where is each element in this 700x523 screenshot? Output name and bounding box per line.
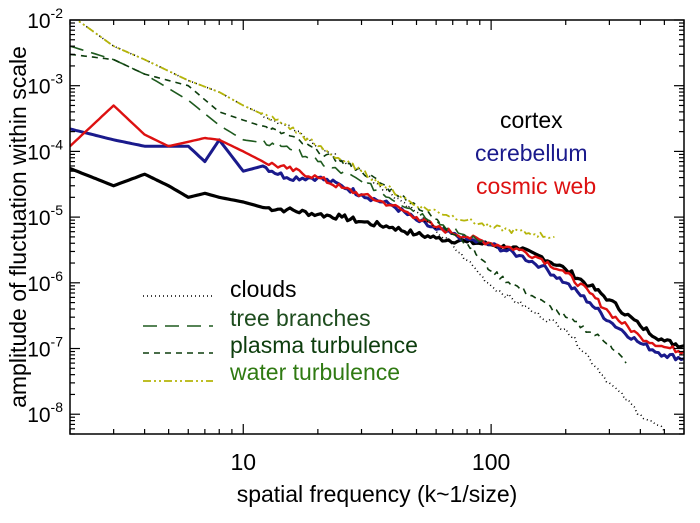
y-tick-label: 10-6 xyxy=(27,268,63,296)
series-line-water-turbulence xyxy=(75,20,555,239)
tick-labels: 10 100 10-2 10-3 10-4 10-5 10-6 10-7 10-8 xyxy=(27,5,510,475)
legend-upper: cortex cerebellum cosmic web xyxy=(475,107,596,199)
legend-label-water-turbulence: water turbulence xyxy=(229,359,400,385)
legend-label-tree-branches: tree branches xyxy=(230,305,371,331)
y-tick-label: 10-7 xyxy=(27,334,63,362)
y-tick-label: 10-8 xyxy=(27,399,63,427)
legend-lower: clouds tree branches plasma turbulence w… xyxy=(143,276,418,385)
y-tick-label: 10-2 xyxy=(27,5,63,33)
legend-label-clouds: clouds xyxy=(230,276,296,302)
legend-label-plasma-turbulence: plasma turbulence xyxy=(230,332,418,358)
series-layer xyxy=(70,20,684,432)
legend-label-cortex: cortex xyxy=(500,107,563,133)
series-line-tree-branches xyxy=(70,45,492,246)
y-tick-label: 10-5 xyxy=(27,202,63,230)
y-axis-label: amplitude of fluctuation within scale xyxy=(5,46,31,408)
y-tick-label: 10-4 xyxy=(27,136,63,164)
series-line-plasma-turbulence xyxy=(70,53,627,364)
x-tick-label: 100 xyxy=(472,449,510,475)
series-line-cortex xyxy=(70,167,684,349)
series-line-cerebellum xyxy=(70,127,684,362)
y-tick-label: 10-3 xyxy=(27,71,63,99)
ticks-layer xyxy=(69,19,685,435)
series-line-cosmic-web xyxy=(70,104,684,355)
x-tick-label: 10 xyxy=(230,449,256,475)
legend-label-cosmic-web: cosmic web xyxy=(476,173,596,199)
x-axis-label: spatial frequency (k~1/size) xyxy=(237,481,518,507)
legend-label-cerebellum: cerebellum xyxy=(475,140,588,166)
